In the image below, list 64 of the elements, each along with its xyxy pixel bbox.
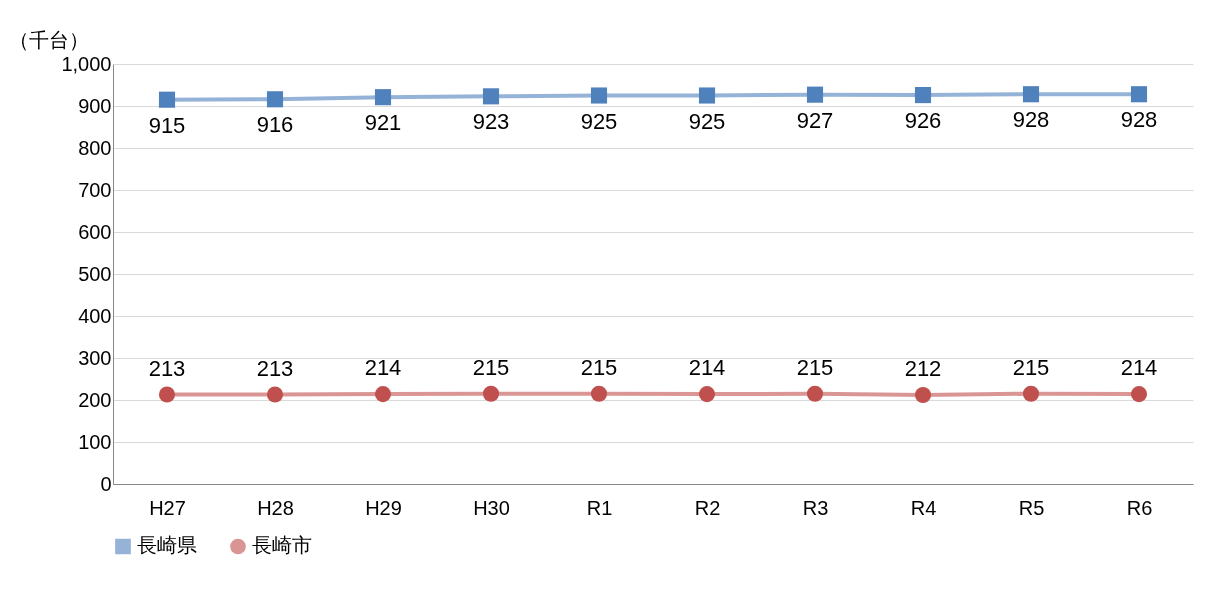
point <box>158 91 176 108</box>
data-label: 928 <box>1120 107 1158 133</box>
data-label: 215 <box>796 354 834 380</box>
point <box>482 385 500 402</box>
x-tick-label: R3 <box>802 496 829 519</box>
data-label: 214 <box>364 355 402 381</box>
data-label: 213 <box>148 355 186 381</box>
data-label: 916 <box>256 112 294 138</box>
x-tick-label: R5 <box>1018 496 1045 519</box>
y-tick-label: 0 <box>100 472 112 495</box>
point <box>1130 386 1148 403</box>
data-label: 214 <box>688 355 726 381</box>
y-tick-label: 500 <box>78 262 112 285</box>
x-tick-label: H29 <box>365 496 402 519</box>
legend-label: 長崎県 <box>137 534 197 557</box>
y-tick-label: 600 <box>78 220 112 243</box>
y-tick-label: 800 <box>78 136 112 159</box>
point <box>374 89 392 106</box>
data-label: 214 <box>1120 355 1158 381</box>
point <box>482 88 500 105</box>
y-axis-title: （千台） <box>8 28 89 51</box>
data-label: 923 <box>472 109 510 135</box>
x-tick-label: H28 <box>257 496 294 519</box>
y-tick-label: 400 <box>78 304 112 327</box>
point <box>590 87 608 104</box>
x-tick-label: H27 <box>149 496 186 519</box>
point <box>590 385 608 402</box>
data-label: 927 <box>796 107 834 133</box>
y-tick-label: 700 <box>78 178 112 201</box>
point <box>806 385 824 402</box>
data-label: 921 <box>364 110 402 136</box>
point <box>914 87 932 104</box>
y-tick-label: 900 <box>78 94 112 117</box>
point <box>266 386 284 403</box>
y-tick-label: 1,000 <box>61 52 112 75</box>
point <box>1022 385 1040 402</box>
x-tick-label: H30 <box>473 496 510 519</box>
data-label: 928 <box>1012 107 1050 133</box>
x-tick-label: R6 <box>1126 496 1153 519</box>
data-label: 926 <box>904 108 942 134</box>
point <box>698 87 716 104</box>
data-label: 212 <box>904 355 942 381</box>
y-tick-label: 200 <box>78 388 112 411</box>
data-label: 925 <box>580 108 618 134</box>
x-tick-label: R1 <box>586 496 613 519</box>
x-tick-label: R4 <box>910 496 937 519</box>
point <box>1022 86 1040 103</box>
data-label: 915 <box>148 112 186 138</box>
data-label: 213 <box>256 355 294 381</box>
y-tick-label: 300 <box>78 346 112 369</box>
point <box>1130 86 1148 103</box>
point <box>806 86 824 103</box>
point <box>374 386 392 403</box>
data-label: 215 <box>580 354 618 380</box>
point <box>266 91 284 108</box>
x-tick-label: R2 <box>694 496 721 519</box>
y-tick-label: 100 <box>78 430 112 453</box>
point <box>158 386 176 403</box>
point <box>914 386 932 404</box>
data-label: 215 <box>472 354 510 380</box>
data-label: 215 <box>1012 354 1050 380</box>
legend-label: 長崎市 <box>252 534 312 557</box>
point <box>698 386 716 403</box>
data-label: 925 <box>688 108 726 134</box>
